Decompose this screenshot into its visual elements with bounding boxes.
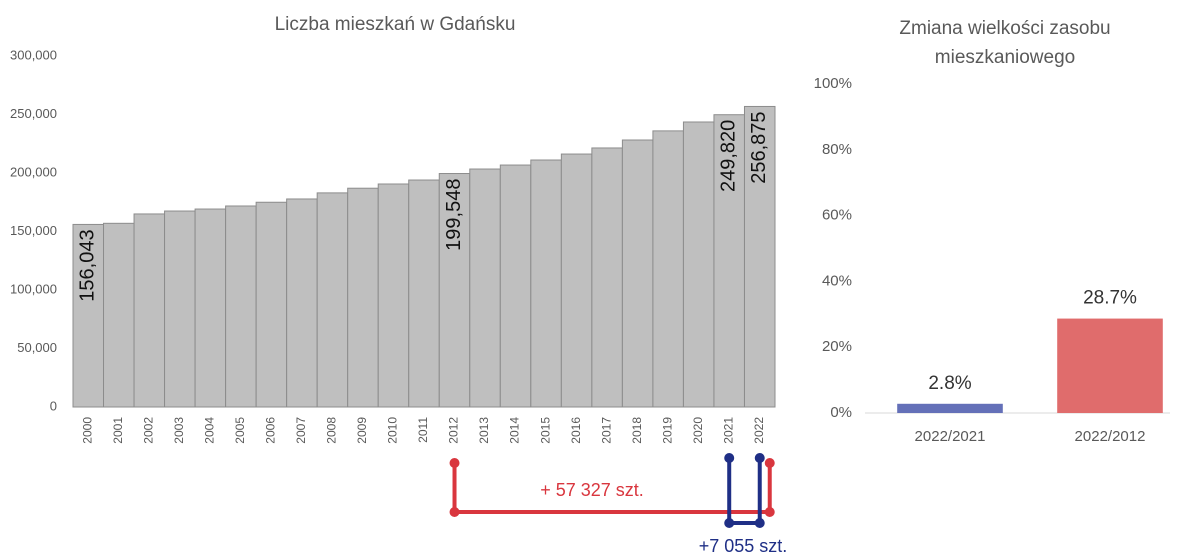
bar bbox=[591, 147, 623, 408]
x-tick-label: 2002 bbox=[141, 417, 155, 444]
bar bbox=[255, 201, 288, 408]
bracket-dot bbox=[764, 507, 775, 517]
bar bbox=[530, 159, 562, 408]
x-tick-label: 2017 bbox=[599, 417, 613, 444]
bar bbox=[743, 105, 776, 408]
x-tick-label: 2018 bbox=[630, 417, 644, 444]
y-tick-label: 60% bbox=[822, 207, 852, 224]
data-label: 28.7% bbox=[1083, 288, 1137, 309]
bracket-dot bbox=[449, 507, 460, 517]
bracket-dot bbox=[449, 458, 460, 468]
x-tick-label: 2011 bbox=[416, 417, 430, 443]
x-tick-label: 2004 bbox=[203, 417, 217, 444]
chart-title: Liczba mieszkań w Gdańsku bbox=[275, 14, 516, 35]
y-tick-label: 80% bbox=[822, 141, 852, 158]
x-tick-label: 2005 bbox=[233, 417, 247, 444]
bar bbox=[316, 192, 349, 408]
bar bbox=[469, 168, 501, 408]
bar bbox=[438, 173, 471, 408]
bar bbox=[164, 210, 196, 408]
bar bbox=[897, 403, 1003, 413]
bar bbox=[1057, 318, 1163, 413]
bracket-dot bbox=[754, 518, 765, 528]
bar bbox=[347, 187, 379, 408]
y-tick-label: 100% bbox=[814, 75, 852, 92]
bar bbox=[682, 121, 715, 408]
y-tick-label: 200,000 bbox=[10, 164, 57, 179]
bar bbox=[621, 139, 654, 408]
x-tick-label: 2000 bbox=[80, 417, 94, 444]
y-tick-label: 50,000 bbox=[17, 340, 57, 355]
annotation: + 57 327 szt. bbox=[540, 480, 644, 500]
x-tick-label: 2022/2021 bbox=[915, 428, 986, 445]
data-label: 156,043 bbox=[77, 229, 99, 301]
bracket-dot bbox=[724, 453, 735, 463]
x-tick-label: 2016 bbox=[569, 417, 583, 444]
y-tick-label: 0 bbox=[50, 398, 57, 413]
y-tick-label: 0% bbox=[830, 404, 852, 421]
x-tick-label: 2012 bbox=[447, 417, 461, 444]
chart-title: Zmiana wielkości zasobu mieszkaniowego bbox=[899, 18, 1111, 68]
bar bbox=[194, 208, 227, 408]
data-label: 2.8% bbox=[928, 373, 971, 394]
bracket-dot bbox=[724, 518, 735, 528]
bracket-dot bbox=[764, 458, 775, 468]
bar bbox=[225, 205, 257, 408]
x-tick-label: 2013 bbox=[477, 417, 491, 444]
bar bbox=[133, 213, 166, 408]
y-tick-label: 100,000 bbox=[10, 281, 57, 296]
x-tick-label: 2007 bbox=[294, 417, 308, 444]
x-tick-label: 2022/2012 bbox=[1075, 428, 1146, 445]
x-tick-label: 2010 bbox=[386, 417, 400, 444]
x-tick-label: 2020 bbox=[691, 417, 705, 444]
y-tick-label: 250,000 bbox=[10, 106, 57, 121]
bar bbox=[72, 223, 105, 408]
data-label: 249,820 bbox=[717, 120, 739, 192]
x-tick-label: 2015 bbox=[538, 417, 552, 444]
x-tick-label: 2021 bbox=[721, 417, 735, 444]
bracket bbox=[727, 458, 762, 525]
bar bbox=[499, 164, 532, 408]
annotation: +7 055 szt. bbox=[699, 536, 788, 556]
data-label: 199,548 bbox=[443, 179, 465, 251]
bracket-dot bbox=[754, 453, 765, 463]
x-tick-label: 2001 bbox=[111, 417, 125, 444]
y-tick-label: 20% bbox=[822, 338, 852, 355]
bar bbox=[377, 183, 410, 408]
x-tick-label: 2009 bbox=[355, 417, 369, 444]
bracket bbox=[452, 463, 772, 514]
bar bbox=[286, 198, 318, 408]
y-tick-label: 40% bbox=[822, 272, 852, 289]
x-tick-label: 2022 bbox=[752, 417, 766, 444]
x-tick-label: 2008 bbox=[325, 417, 339, 444]
bar bbox=[103, 222, 135, 408]
y-tick-label: 300,000 bbox=[10, 47, 57, 62]
bar bbox=[652, 130, 684, 408]
y-tick-label: 150,000 bbox=[10, 223, 57, 238]
bar bbox=[560, 153, 593, 408]
bar bbox=[713, 114, 745, 408]
x-tick-label: 2019 bbox=[660, 417, 674, 444]
x-tick-label: 2003 bbox=[172, 417, 186, 444]
x-tick-label: 2014 bbox=[508, 417, 522, 444]
x-tick-label: 2006 bbox=[264, 417, 278, 444]
data-label: 256,875 bbox=[748, 111, 770, 183]
bar bbox=[408, 179, 440, 408]
